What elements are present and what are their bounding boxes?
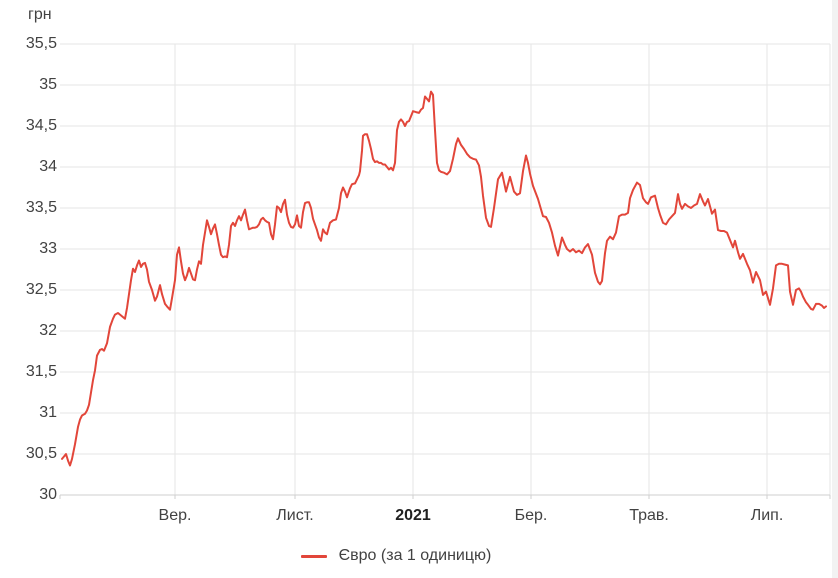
y-axis-unit-label: грн [28,6,52,23]
x-tick-label: Лип. [750,507,784,524]
y-tick-label: 32,5 [25,281,57,298]
x-tick-label: Вер. [158,507,192,524]
legend-line-swatch [300,554,327,558]
y-tick-label: 34,5 [25,117,57,134]
y-tick-label: 33 [39,240,57,257]
y-tick-label: 31,5 [25,363,57,380]
y-axis-labels: 35,5 35 34,5 34 33,5 33 32,5 32 31,5 31 30,5 30 [0,0,57,578]
y-tick-label: 32 [39,322,57,339]
series-line-euro [61,90,827,467]
x-axis-labels: Вер. Лист. 2021 Бер. Трав. Лип. [0,507,838,529]
x-tick-label: Трав. [629,507,669,524]
x-tick-label: Лист. [276,507,314,524]
legend-series-label: Євро (за 1 одиницю) [338,547,492,564]
legend: Євро (за 1 одиницю) [0,545,792,567]
y-tick-label: 30 [39,486,57,503]
y-tick-label: 31 [39,404,57,421]
y-tick-label: 33,5 [25,199,57,216]
right-edge-strip [832,0,838,578]
y-tick-label: 35 [39,76,57,93]
x-tick-label: Бер. [514,507,548,524]
y-tick-label: 35,5 [25,35,57,52]
y-tick-label: 34 [39,158,57,175]
y-tick-label: 30,5 [25,445,57,462]
x-tick-label: 2021 [395,507,431,524]
